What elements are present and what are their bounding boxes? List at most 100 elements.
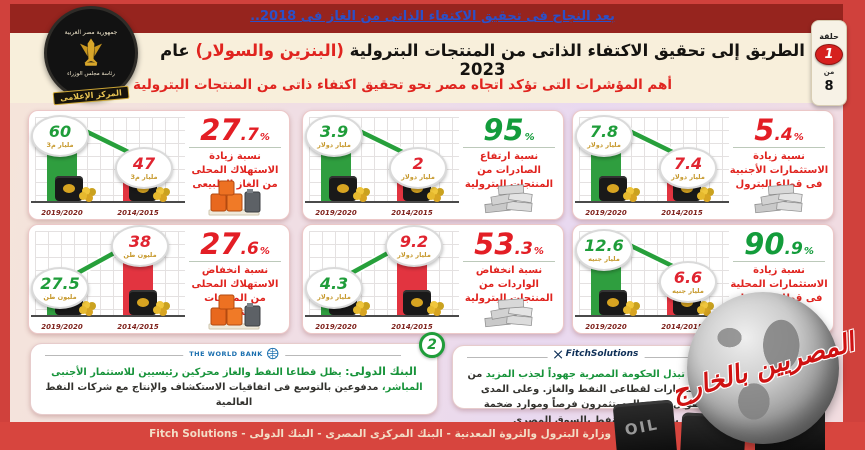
mini-bar-chart: 27.5 مليون طن 38 مليون طن 2019/2020 2014…: [29, 225, 187, 335]
bar-value: 27.5: [40, 273, 80, 293]
worldbank-quote-panel: THE WORLD BANK 2 البنك الدولى: يظل قطاعا…: [30, 332, 445, 415]
episode-number-badge: 1: [815, 44, 843, 65]
stat-panel-foreign-investments: 7.8 مليار دولار 7.4 مليار دولار 2019/202…: [572, 110, 834, 220]
worldbank-globe-icon: [266, 347, 278, 360]
bar-unit: مليار دولار: [397, 250, 431, 259]
percentage-value: 27.6%: [185, 230, 285, 259]
percentage-value: 90.9%: [729, 230, 829, 259]
oil-drum-icon: [403, 290, 431, 315]
top-banner: [10, 4, 843, 33]
coins-icon: [697, 306, 705, 314]
bar-unit: مليار م3: [130, 172, 158, 181]
fitch-mark-icon: [553, 349, 563, 359]
pct-frac: .9: [784, 239, 803, 259]
percent-sign: %: [533, 246, 544, 257]
bar-value: 47: [132, 153, 156, 173]
stat-panel-gas-consumption: 60 مليار م3 47 مليار م3 2019/2020 2014/2…: [28, 110, 290, 220]
quote-highlight: تبذل الحكومة المصرية جهوداً لجذب المزيد: [485, 369, 685, 380]
stat-text-block: 95% نسبة ارتفاع الصادرات من المنتجات الب…: [459, 113, 559, 219]
bar-unit: مليار دولار: [671, 172, 705, 181]
pct-frac: .4: [774, 125, 793, 145]
title-highlight: (البنزين والسولار): [195, 41, 344, 60]
pct-int: 53: [474, 227, 515, 261]
x-axis-label: 2014/2015: [117, 323, 159, 331]
percentage-value: 53.3%: [459, 230, 559, 259]
value-bubble-2014-2015: 47 مليار م3: [115, 147, 173, 189]
oil-barrel-label: OIL: [623, 415, 661, 440]
chart-baseline: [575, 201, 729, 203]
bar-unit: مليار دولار: [317, 292, 351, 301]
divider: [733, 261, 825, 262]
stat-text-block: 27.6% نسبة انخفاض الاستهلاك المحلى من ال…: [185, 227, 285, 333]
bar-value: 60: [48, 121, 72, 141]
coins-icon: [427, 192, 435, 200]
x-axis-label: 2014/2015: [391, 209, 433, 217]
x-axis-label: 2014/2015: [661, 209, 703, 217]
badge-number: 2: [427, 337, 437, 353]
stat-text-block: 5.4% نسبة زيادة الاستثمارات الأجنبية فى …: [729, 113, 829, 219]
stat-label: نسبة زيادة الاستثمارات الأجنبية فى قطاع …: [729, 151, 829, 190]
coins-icon: [153, 306, 161, 314]
x-axis-label: 2014/2015: [391, 323, 433, 331]
emblem-country-text: جمهورية مصر العربية: [64, 29, 118, 36]
divider: [189, 261, 281, 262]
pct-int: 90: [744, 227, 785, 261]
value-bubble-2019-2020: 3.9 مليار دولار: [305, 115, 363, 157]
episode-indicator: حلقة 1 من 8: [811, 20, 847, 106]
bar-value: 38: [128, 231, 152, 251]
stat-panel-local-investments: 12.6 مليار جنيه 6.6 مليار جنيه 2019/2020…: [572, 224, 834, 334]
title-main: الطريق إلى تحقيق الاكتفاء الذاتى من المن…: [349, 41, 805, 60]
coins-icon: [623, 306, 631, 314]
stat-panel-imports: 4.3 مليار دولار 9.2 مليار دولار 2019/202…: [302, 224, 564, 334]
bar-value: 7.4: [673, 153, 703, 173]
divider: [463, 261, 555, 262]
money-stack-icon: [484, 298, 533, 328]
episode-separator: من: [823, 68, 835, 76]
pct-int: 27: [200, 227, 241, 261]
bar-value: 9.2: [399, 231, 429, 251]
bar-value: 6.6: [673, 267, 703, 287]
value-bubble-2014-2015: 2 مليار دولار: [389, 147, 447, 189]
pct-int: 27: [200, 113, 241, 147]
bar-unit: مليار دولار: [317, 140, 351, 149]
oil-barrel: OIL: [612, 399, 678, 450]
mini-bar-chart: 12.6 مليار جنيه 6.6 مليار جنيه 2019/2020…: [573, 225, 731, 335]
egypt-cabinet-media-center-emblem: جمهورية مصر العربية رئاسة مجلس الوزراء ا…: [44, 6, 138, 106]
chart-baseline: [575, 315, 729, 317]
quote-body: من الاستثمارات لقطاعى النفط والغاز. وعلى…: [467, 369, 712, 426]
pct-frac: .6: [240, 239, 259, 259]
x-axis-label: 2019/2020: [41, 323, 83, 331]
worldbank-logo-text: THE WORLD BANK: [189, 349, 263, 358]
chart-baseline: [305, 315, 459, 317]
coins-icon: [353, 306, 361, 314]
pct-frac: .3: [514, 239, 533, 259]
coins-icon: [427, 306, 435, 314]
x-axis-label: 2019/2020: [315, 323, 357, 331]
x-axis-label: 2019/2020: [315, 209, 357, 217]
bar-value: 4.3: [319, 273, 349, 293]
worldbank-logo: THE WORLD BANK: [183, 347, 285, 360]
value-bubble-2014-2015: 6.6 مليار جنيه: [659, 261, 717, 303]
x-axis-label: 2019/2020: [585, 209, 627, 217]
value-bubble-2014-2015: 9.2 مليار دولار: [385, 225, 443, 267]
watermark-brand-text: المصريين بالخارج: [668, 327, 858, 409]
mini-bar-chart: 4.3 مليار دولار 9.2 مليار دولار 2019/202…: [303, 225, 461, 335]
value-bubble-2019-2020: 12.6 مليار جنيه: [575, 229, 633, 271]
source-text: المصدر: وزارة البترول والثروة المعدنية -…: [149, 428, 656, 440]
pct-int: 95: [483, 113, 524, 147]
stat-text-block: 53.3% نسبة انخفاض الواردات من المنتجات ا…: [459, 227, 559, 333]
coins-icon: [79, 306, 87, 314]
bar-value: 7.8: [589, 121, 619, 141]
oil-drums-icon: [208, 180, 261, 216]
quote-highlight: يظل قطاعا النفط والغاز محركين رئيسيين لل…: [51, 367, 423, 394]
x-axis-label: 2019/2020: [585, 323, 627, 331]
value-bubble-2014-2015: 38 مليون طن: [111, 225, 169, 267]
page-title: الطريق إلى تحقيق الاكتفاء الذاتى من المن…: [150, 41, 815, 79]
emblem-org-text: رئاسة مجلس الوزراء: [67, 71, 115, 77]
percent-sign: %: [259, 132, 270, 143]
value-bubble-2019-2020: 60 مليار م3: [31, 115, 89, 157]
coins-icon: [353, 192, 361, 200]
bar-value: 2: [412, 153, 424, 173]
bar-unit: مليار دولار: [587, 140, 621, 149]
mini-bar-chart: 60 مليار م3 47 مليار م3 2019/2020 2014/2…: [29, 111, 187, 221]
